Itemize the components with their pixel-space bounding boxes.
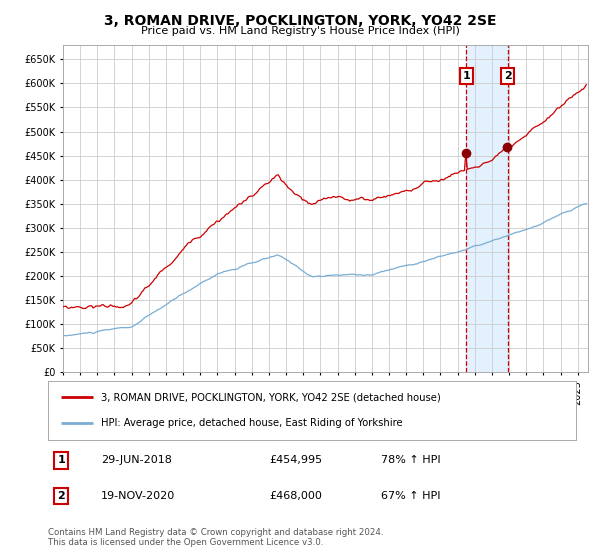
Text: 19-NOV-2020: 19-NOV-2020 — [101, 491, 175, 501]
Text: Contains HM Land Registry data © Crown copyright and database right 2024.
This d: Contains HM Land Registry data © Crown c… — [48, 528, 383, 547]
Text: 67% ↑ HPI: 67% ↑ HPI — [380, 491, 440, 501]
Text: 3, ROMAN DRIVE, POCKLINGTON, YORK, YO42 2SE: 3, ROMAN DRIVE, POCKLINGTON, YORK, YO42 … — [104, 14, 496, 28]
Text: £468,000: £468,000 — [270, 491, 323, 501]
Text: HPI: Average price, detached house, East Riding of Yorkshire: HPI: Average price, detached house, East… — [101, 418, 403, 428]
Text: £454,995: £454,995 — [270, 455, 323, 465]
Bar — [466, 45, 508, 372]
Text: Price paid vs. HM Land Registry's House Price Index (HPI): Price paid vs. HM Land Registry's House … — [140, 26, 460, 36]
Text: 1: 1 — [58, 455, 65, 465]
Text: 1: 1 — [463, 71, 470, 81]
Text: 3, ROMAN DRIVE, POCKLINGTON, YORK, YO42 2SE (detached house): 3, ROMAN DRIVE, POCKLINGTON, YORK, YO42 … — [101, 392, 440, 402]
Text: 78% ↑ HPI: 78% ↑ HPI — [380, 455, 440, 465]
Text: 29-JUN-2018: 29-JUN-2018 — [101, 455, 172, 465]
Text: 2: 2 — [504, 71, 512, 81]
Text: 2: 2 — [58, 491, 65, 501]
